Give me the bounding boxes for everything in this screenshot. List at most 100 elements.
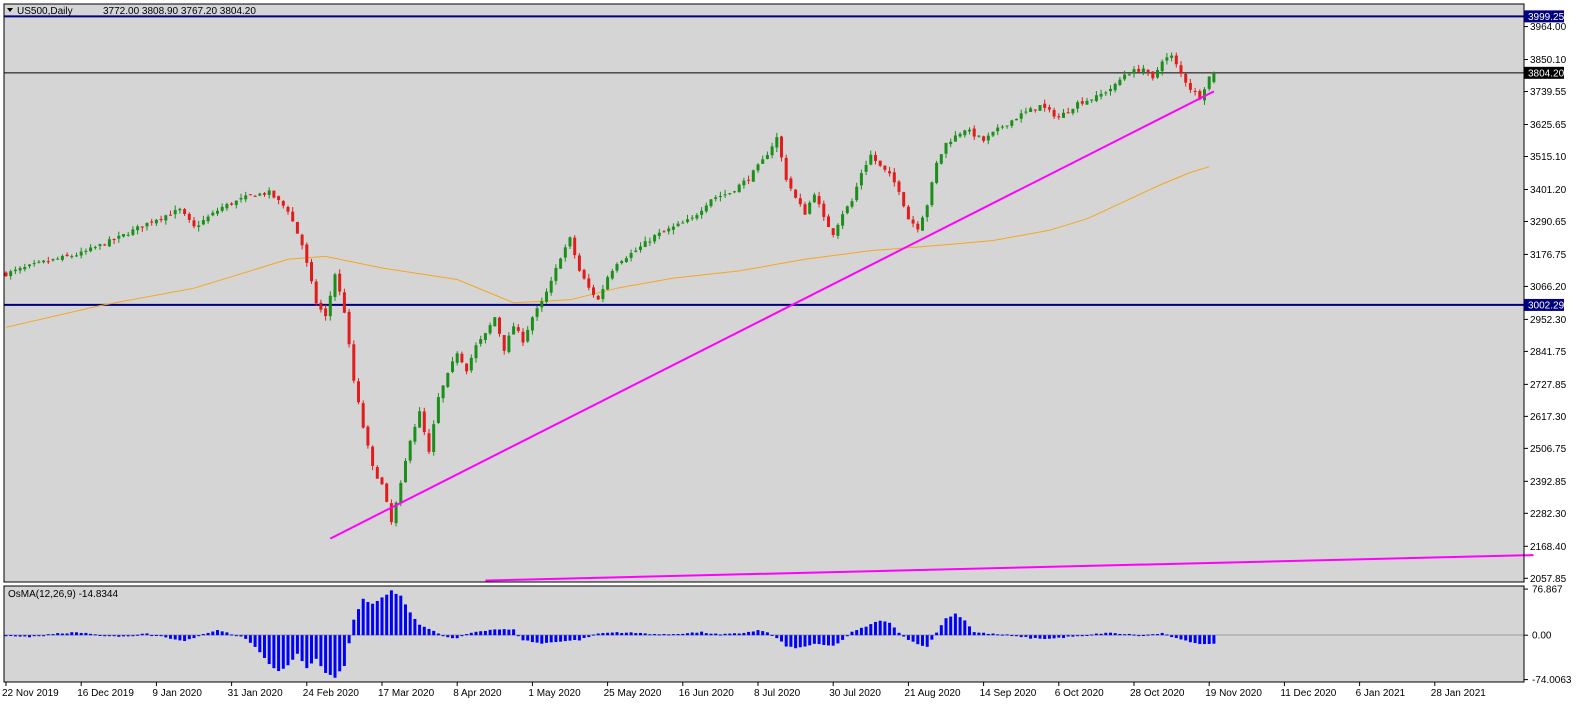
osma-bar bbox=[780, 635, 783, 642]
candle-body bbox=[357, 381, 360, 403]
candle-body bbox=[968, 129, 971, 132]
price-axis[interactable]: 3964.00 3850.10 3739.55 3625.65 3515.10 3401.… bbox=[1524, 22, 1567, 585]
time-tick-label: 8 Apr 2020 bbox=[453, 688, 502, 699]
osma-bar bbox=[770, 634, 774, 636]
candle-body bbox=[13, 269, 17, 272]
candle bbox=[671, 223, 675, 235]
candle bbox=[173, 205, 177, 219]
price-panel[interactable] bbox=[4, 4, 1524, 582]
candle bbox=[968, 127, 971, 135]
candle-body bbox=[418, 411, 422, 428]
candle bbox=[982, 135, 986, 143]
osma-bar bbox=[756, 630, 760, 636]
osma-bar bbox=[93, 634, 97, 636]
candle bbox=[263, 192, 266, 197]
trendlines[interactable] bbox=[329, 90, 1534, 582]
candle-body bbox=[211, 212, 215, 216]
candle bbox=[1033, 109, 1037, 113]
time-tick-label: 16 Jun 2020 bbox=[679, 688, 734, 699]
candle-body bbox=[526, 329, 530, 342]
candle bbox=[93, 245, 97, 250]
osma-bar bbox=[263, 635, 266, 658]
osma-bar bbox=[784, 635, 788, 647]
candle-body bbox=[455, 353, 459, 363]
candle bbox=[662, 229, 666, 233]
osma-bar bbox=[183, 635, 187, 641]
candle bbox=[427, 428, 431, 455]
price-tick-label: 2617.30 bbox=[1530, 412, 1567, 423]
candle bbox=[1179, 61, 1183, 78]
candle-body bbox=[770, 146, 774, 156]
candle bbox=[789, 176, 793, 192]
candle bbox=[714, 195, 718, 202]
osma-bar bbox=[662, 634, 666, 636]
candle bbox=[949, 138, 953, 148]
candle-body bbox=[103, 244, 107, 246]
candle bbox=[845, 205, 849, 215]
candle-body bbox=[1113, 83, 1117, 91]
candle-body bbox=[361, 403, 365, 428]
candle-body bbox=[404, 460, 407, 483]
osma-bar bbox=[394, 593, 398, 636]
candle-body bbox=[263, 193, 266, 195]
candle bbox=[521, 328, 525, 346]
candle bbox=[1066, 107, 1070, 114]
price-tick-label: 3739.55 bbox=[1530, 87, 1567, 98]
candle-body bbox=[1085, 100, 1089, 105]
candle bbox=[1146, 69, 1150, 76]
candle-body bbox=[75, 255, 78, 257]
candle-body bbox=[535, 308, 539, 317]
candle bbox=[718, 191, 722, 202]
candle-body bbox=[187, 213, 191, 220]
time-axis[interactable]: 22 Nov 2019 16 Dec 2019 9 Jan 2020 31 Jan 2… bbox=[2, 682, 1486, 699]
osma-bar bbox=[643, 633, 647, 636]
candle-body bbox=[563, 247, 567, 258]
candle-body bbox=[883, 165, 887, 170]
candle bbox=[253, 195, 257, 197]
trendline[interactable] bbox=[485, 554, 1534, 582]
candle bbox=[1019, 109, 1023, 123]
candle bbox=[136, 224, 140, 235]
candle-body bbox=[201, 220, 205, 225]
candle-body bbox=[112, 238, 116, 240]
candle bbox=[620, 259, 624, 265]
candle bbox=[582, 268, 586, 280]
candle bbox=[610, 268, 614, 281]
osma-bar bbox=[173, 635, 177, 640]
osma-bar bbox=[1184, 635, 1188, 641]
candle-body bbox=[718, 195, 722, 198]
candle-body bbox=[436, 397, 440, 424]
collapse-arrow-icon[interactable] bbox=[7, 8, 13, 12]
candle-body bbox=[892, 172, 896, 183]
candle-body bbox=[70, 256, 74, 258]
trendline[interactable] bbox=[329, 90, 1215, 540]
osma-bar bbox=[568, 635, 572, 641]
osma-bar bbox=[178, 635, 182, 641]
candle-body bbox=[723, 194, 727, 196]
candle bbox=[465, 363, 469, 375]
osma-bar bbox=[742, 632, 746, 636]
candle-body bbox=[1047, 107, 1051, 110]
osma-bar bbox=[300, 635, 304, 662]
candle-body bbox=[695, 215, 699, 219]
candle bbox=[220, 203, 224, 213]
osma-bar bbox=[545, 635, 548, 643]
price-tick-label: 3964.00 bbox=[1530, 22, 1567, 33]
osma-bar bbox=[244, 635, 248, 639]
candle bbox=[906, 204, 910, 220]
candle-body bbox=[23, 267, 27, 270]
osma-bar bbox=[718, 634, 722, 636]
candle bbox=[314, 279, 318, 306]
candle bbox=[1085, 97, 1089, 105]
candle bbox=[65, 252, 69, 257]
candle bbox=[183, 208, 187, 216]
osma-bar bbox=[653, 634, 657, 636]
osma-bar bbox=[230, 634, 234, 636]
oscillator-axis: 76.867 0.00 -74.0063 bbox=[1524, 585, 1572, 686]
candle bbox=[446, 372, 450, 389]
candle bbox=[418, 407, 422, 428]
candle bbox=[248, 194, 252, 196]
candle bbox=[352, 340, 356, 384]
